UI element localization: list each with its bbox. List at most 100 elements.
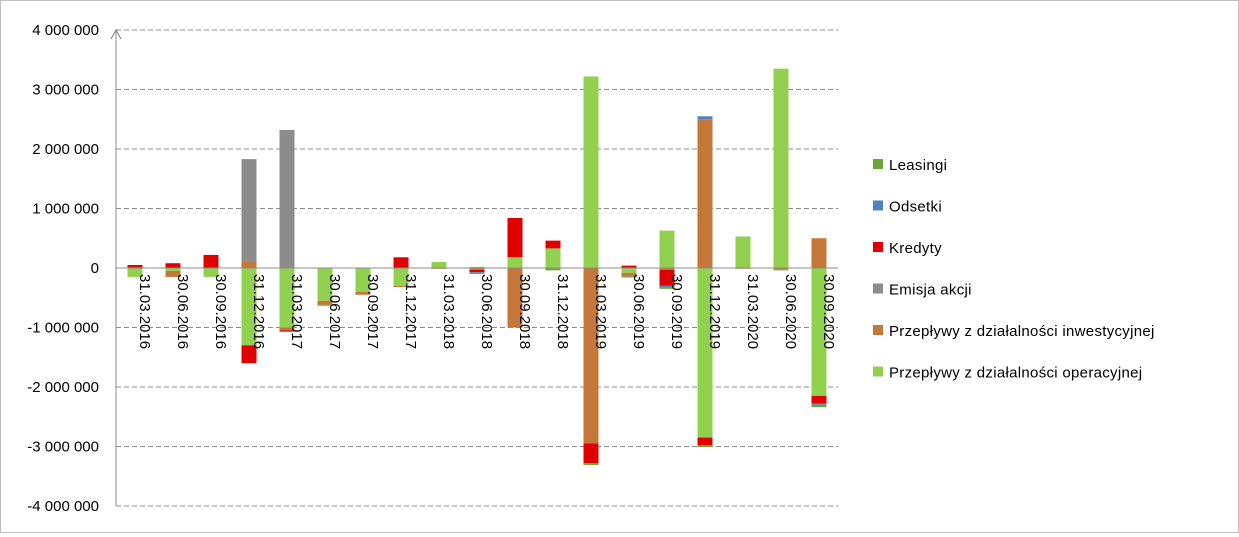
bar-segment bbox=[811, 403, 827, 405]
x-tick-label: 31.03.2018 bbox=[440, 274, 457, 349]
bar-segment bbox=[697, 119, 713, 268]
bar-segment bbox=[355, 291, 371, 295]
bar-segment bbox=[469, 272, 485, 273]
bar-segment bbox=[241, 159, 257, 262]
x-tick-label: 30.06.2016 bbox=[174, 274, 191, 349]
bar-segment bbox=[393, 268, 409, 286]
bar-segment bbox=[545, 268, 561, 271]
x-tick-label: 31.12.2017 bbox=[402, 274, 419, 349]
x-tick-label: 31.03.2020 bbox=[744, 274, 761, 349]
x-tick-labels: 31.03.2016 30.06.2016 30.09.2016 31.12.2016… bbox=[136, 274, 837, 349]
bar-segment bbox=[697, 445, 713, 448]
bar-segment bbox=[659, 287, 675, 289]
bar-segment bbox=[165, 270, 181, 277]
y-tick-label: 3 000 000 bbox=[32, 82, 99, 99]
x-tick-label: 30.06.2017 bbox=[326, 274, 343, 349]
legend-label: Leasingi bbox=[889, 157, 947, 174]
bar-segment bbox=[393, 285, 409, 288]
legend-swatch bbox=[873, 159, 883, 169]
legend: Leasingi Odsetki Kredyty Emisja akcji Przepł… bbox=[873, 157, 1155, 382]
bar-segment bbox=[469, 266, 485, 268]
bar-segment bbox=[773, 268, 789, 270]
bar-segment bbox=[507, 257, 523, 268]
bar-segment bbox=[811, 404, 827, 408]
legend-swatch bbox=[873, 242, 883, 252]
x-tick-label: 31.03.2016 bbox=[136, 274, 153, 349]
bar-segment bbox=[279, 268, 295, 328]
bar-segment bbox=[241, 268, 257, 346]
bar-segment bbox=[697, 116, 713, 120]
y-tick-label: 1 000 000 bbox=[32, 201, 99, 218]
legend-label: Emisja akcji bbox=[889, 282, 972, 299]
bar-segment bbox=[469, 268, 485, 270]
bar-segment bbox=[507, 218, 523, 258]
y-tick-label: -2 000 000 bbox=[27, 379, 99, 396]
bar-segment bbox=[583, 268, 599, 444]
x-tick-label: 31.03.2019 bbox=[592, 274, 609, 349]
bar-segment bbox=[621, 276, 637, 278]
bar-segment bbox=[811, 238, 827, 268]
bars bbox=[127, 68, 827, 465]
bar-segment bbox=[545, 240, 561, 249]
bar-segment bbox=[279, 327, 295, 331]
bar-segment bbox=[127, 268, 143, 277]
bar-segment bbox=[165, 268, 181, 271]
x-tick-label: 31.12.2016 bbox=[250, 274, 267, 349]
x-tick-label: 30.09.2019 bbox=[668, 274, 685, 349]
y-tick-label: -3 000 000 bbox=[27, 439, 99, 456]
bar-segment bbox=[811, 395, 827, 404]
legend-label: Odsetki bbox=[889, 199, 942, 216]
bar-segment bbox=[583, 76, 599, 268]
bar-segment bbox=[621, 265, 637, 268]
gridlines bbox=[116, 29, 838, 507]
bar-segment bbox=[545, 248, 561, 268]
legend-label: Przepływy z działalności inwestycyjnej bbox=[889, 323, 1155, 340]
y-tick-label: 2 000 000 bbox=[32, 141, 99, 158]
bar-segment bbox=[165, 263, 181, 268]
bar-segment bbox=[241, 261, 257, 268]
y-tick-label: -4 000 000 bbox=[27, 498, 99, 515]
bar-segment bbox=[469, 269, 485, 273]
bar-segment bbox=[317, 300, 333, 305]
bar-segment bbox=[431, 262, 447, 268]
bar-segment bbox=[659, 269, 675, 286]
legend-label: Kredyty bbox=[889, 240, 942, 257]
bar-segment bbox=[773, 68, 789, 268]
bar-segment bbox=[773, 269, 789, 271]
bar-segment bbox=[317, 304, 333, 306]
x-tick-label: 30.09.2020 bbox=[820, 274, 837, 349]
x-tick-label: 30.09.2018 bbox=[516, 274, 533, 349]
bar-segment bbox=[659, 230, 675, 268]
bar-segment bbox=[659, 285, 675, 288]
bar-segment bbox=[241, 345, 257, 364]
bar-segment bbox=[735, 236, 751, 268]
x-tick-label: 30.09.2016 bbox=[212, 274, 229, 349]
y-tick-label: 4 000 000 bbox=[32, 22, 99, 39]
bar-segment bbox=[279, 330, 295, 332]
bar-segment bbox=[279, 129, 295, 268]
bar-segment bbox=[583, 463, 599, 465]
bar-segment bbox=[811, 268, 827, 396]
x-tick-label: 31.03.2017 bbox=[288, 274, 305, 349]
bar-segment bbox=[659, 268, 675, 270]
bar-segment bbox=[393, 257, 409, 268]
bar-segment bbox=[507, 268, 523, 328]
legend-swatch bbox=[873, 325, 883, 335]
x-tick-label: 30.06.2020 bbox=[782, 274, 799, 349]
bar-segment bbox=[203, 254, 219, 268]
x-tick-label: 31.12.2018 bbox=[554, 274, 571, 349]
bar-segment bbox=[355, 268, 371, 292]
legend-swatch bbox=[873, 366, 883, 377]
bar-segment bbox=[697, 268, 713, 438]
legend-swatch bbox=[873, 283, 883, 294]
bar-segment bbox=[469, 272, 485, 274]
legend-swatch bbox=[873, 200, 883, 211]
y-tick-label: -1 000 000 bbox=[27, 320, 99, 337]
x-tick-label: 30.09.2017 bbox=[364, 274, 381, 349]
y-axis: -4 000 000 -3 000 000 -2 000 000 -1 000 000… bbox=[27, 22, 122, 515]
y-tick-label: 0 bbox=[91, 260, 99, 277]
x-tick-label: 31.12.2019 bbox=[706, 274, 723, 349]
legend-label: Przepływy z działalności operacyjnej bbox=[889, 365, 1142, 382]
bar-segment bbox=[127, 265, 143, 268]
